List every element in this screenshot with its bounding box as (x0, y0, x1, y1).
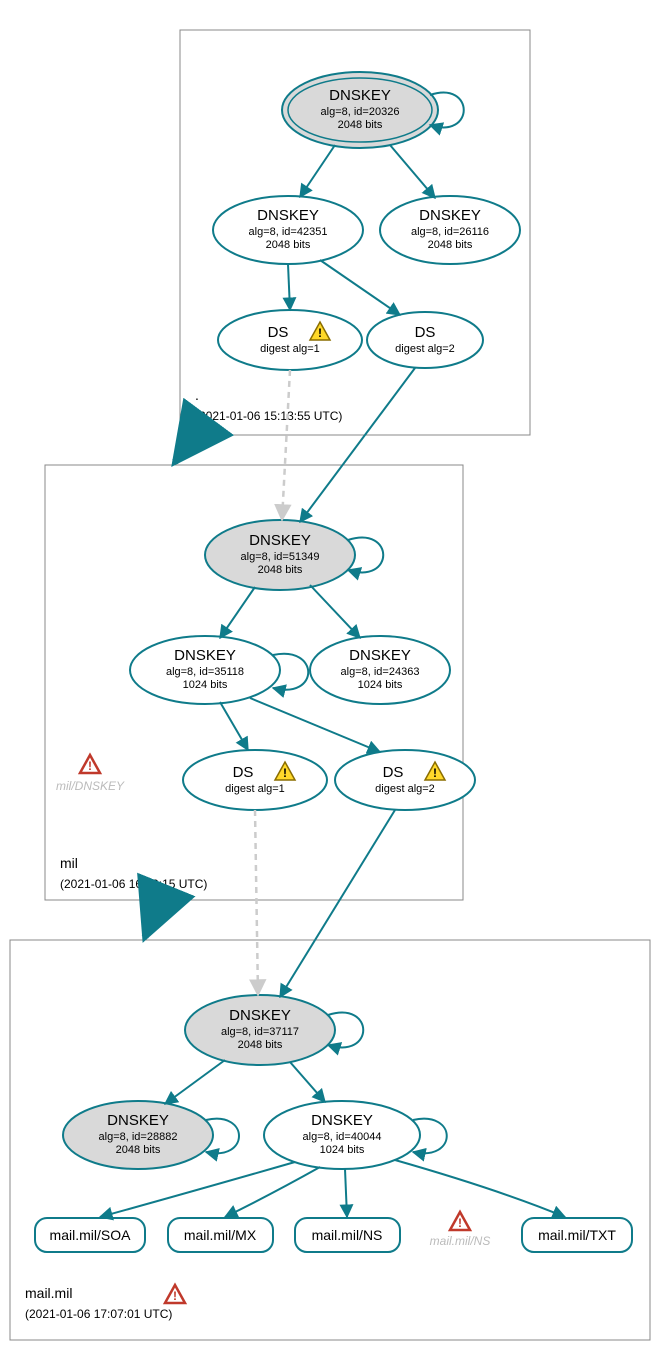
node-mm-ksk: DNSKEY alg=8, id=37117 2048 bits (185, 995, 363, 1065)
svg-text:!: ! (458, 1216, 462, 1230)
node-mil-zsk-24363: DNSKEY alg=8, id=24363 1024 bits (310, 636, 450, 704)
node-mil-ds1: DS digest alg=1 ! (183, 750, 327, 810)
zone-root: . (2021-01-06 15:13:55 UTC) DNSKEY alg=8… (180, 30, 530, 435)
error-icon: ! (165, 1285, 185, 1303)
svg-text:2048 bits: 2048 bits (258, 564, 303, 576)
zone-root-label: . (195, 387, 199, 403)
zone-mil-label: mil (60, 855, 78, 871)
svg-text:digest alg=2: digest alg=2 (395, 343, 455, 355)
node-root-zsk-42351: DNSKEY alg=8, id=42351 2048 bits (213, 196, 363, 264)
rr-mailmil-mx: mail.mil/MX (168, 1218, 273, 1252)
zone-mailmil-ts: (2021-01-06 17:07:01 UTC) (25, 1307, 172, 1321)
svg-text:DNSKEY: DNSKEY (257, 207, 319, 224)
svg-text:alg=8, id=42351: alg=8, id=42351 (249, 226, 328, 238)
svg-text:2048 bits: 2048 bits (238, 1039, 283, 1051)
svg-text:DNSKEY: DNSKEY (329, 87, 391, 104)
zone-mil-ts: (2021-01-06 16:49:15 UTC) (60, 877, 207, 891)
svg-text:DS: DS (268, 324, 289, 341)
zone-mailmil: mail.mil (2021-01-06 17:07:01 UTC) ! DNS… (10, 940, 650, 1340)
rr-mailmil-soa: mail.mil/SOA (35, 1218, 145, 1252)
svg-text:DNSKEY: DNSKEY (311, 1112, 373, 1129)
svg-text:DNSKEY: DNSKEY (349, 647, 411, 664)
svg-text:alg=8, id=40044: alg=8, id=40044 (303, 1131, 382, 1143)
node-mil-ksk: DNSKEY alg=8, id=51349 2048 bits (205, 520, 383, 590)
svg-text:DNSKEY: DNSKEY (229, 1007, 291, 1024)
svg-text:2048 bits: 2048 bits (116, 1144, 161, 1156)
svg-text:2048 bits: 2048 bits (338, 119, 383, 131)
node-mil-ds2: DS digest alg=2 ! (335, 750, 475, 810)
node-mil-zsk-35118: DNSKEY alg=8, id=35118 1024 bits (130, 636, 308, 704)
node-mil-ghost-dnskey: ! mil/DNSKEY (56, 755, 125, 793)
zone-mailmil-label: mail.mil (25, 1285, 72, 1301)
svg-text:DS: DS (383, 764, 404, 781)
svg-text:DNSKEY: DNSKEY (174, 647, 236, 664)
svg-text:digest alg=1: digest alg=1 (260, 343, 320, 355)
svg-text:alg=8, id=35118: alg=8, id=35118 (166, 666, 244, 678)
svg-text:mail.mil/SOA: mail.mil/SOA (50, 1227, 132, 1243)
svg-text:alg=8, id=37117: alg=8, id=37117 (221, 1026, 299, 1038)
svg-text:DS: DS (233, 764, 254, 781)
svg-text:1024 bits: 1024 bits (358, 679, 403, 691)
rr-mailmil-txt: mail.mil/TXT (522, 1218, 632, 1252)
svg-text:DNSKEY: DNSKEY (249, 532, 311, 549)
svg-text:!: ! (173, 1289, 177, 1303)
node-root-ds1: DS digest alg=1 ! (218, 310, 362, 370)
rr-mailmil-ns: mail.mil/NS (295, 1218, 400, 1252)
svg-text:alg=8, id=51349: alg=8, id=51349 (241, 551, 320, 563)
svg-text:DNSKEY: DNSKEY (107, 1112, 169, 1129)
svg-text:!: ! (318, 326, 322, 340)
node-mm-zsk-28882: DNSKEY alg=8, id=28882 2048 bits (63, 1101, 239, 1169)
svg-text:mail.mil/TXT: mail.mil/TXT (538, 1227, 616, 1243)
zone-mil: mil (2021-01-06 16:49:15 UTC) DNSKEY alg… (45, 465, 475, 900)
zone-root-ts: (2021-01-06 15:13:55 UTC) (195, 409, 342, 423)
svg-text:!: ! (283, 766, 287, 780)
svg-text:alg=8, id=26116: alg=8, id=26116 (411, 226, 489, 238)
node-root-ds2: DS digest alg=2 (367, 312, 483, 368)
dnssec-diagram: . (2021-01-06 15:13:55 UTC) DNSKEY alg=8… (0, 0, 661, 1358)
svg-text:DS: DS (415, 324, 436, 341)
svg-text:alg=8, id=20326: alg=8, id=20326 (321, 106, 400, 118)
svg-text:1024 bits: 1024 bits (183, 679, 228, 691)
svg-text:digest alg=2: digest alg=2 (375, 783, 435, 795)
svg-text:digest alg=1: digest alg=1 (225, 783, 285, 795)
svg-text:DNSKEY: DNSKEY (419, 207, 481, 224)
svg-text:!: ! (88, 759, 92, 773)
svg-text:mail.mil/NS: mail.mil/NS (312, 1227, 383, 1243)
rr-mailmil-ns-ghost: ! mail.mil/NS (430, 1212, 491, 1248)
svg-text:1024 bits: 1024 bits (320, 1144, 365, 1156)
svg-text:mil/DNSKEY: mil/DNSKEY (56, 779, 125, 793)
svg-text:alg=8, id=28882: alg=8, id=28882 (99, 1131, 178, 1143)
svg-text:mail.mil/MX: mail.mil/MX (184, 1227, 257, 1243)
svg-text:2048 bits: 2048 bits (266, 239, 311, 251)
svg-text:mail.mil/NS: mail.mil/NS (430, 1234, 491, 1248)
svg-text:2048 bits: 2048 bits (428, 239, 473, 251)
node-root-zsk-26116: DNSKEY alg=8, id=26116 2048 bits (380, 196, 520, 264)
svg-text:!: ! (433, 766, 437, 780)
node-mm-zsk-40044: DNSKEY alg=8, id=40044 1024 bits (264, 1101, 447, 1169)
node-root-ksk: DNSKEY alg=8, id=20326 2048 bits (282, 72, 464, 148)
svg-text:alg=8, id=24363: alg=8, id=24363 (341, 666, 420, 678)
